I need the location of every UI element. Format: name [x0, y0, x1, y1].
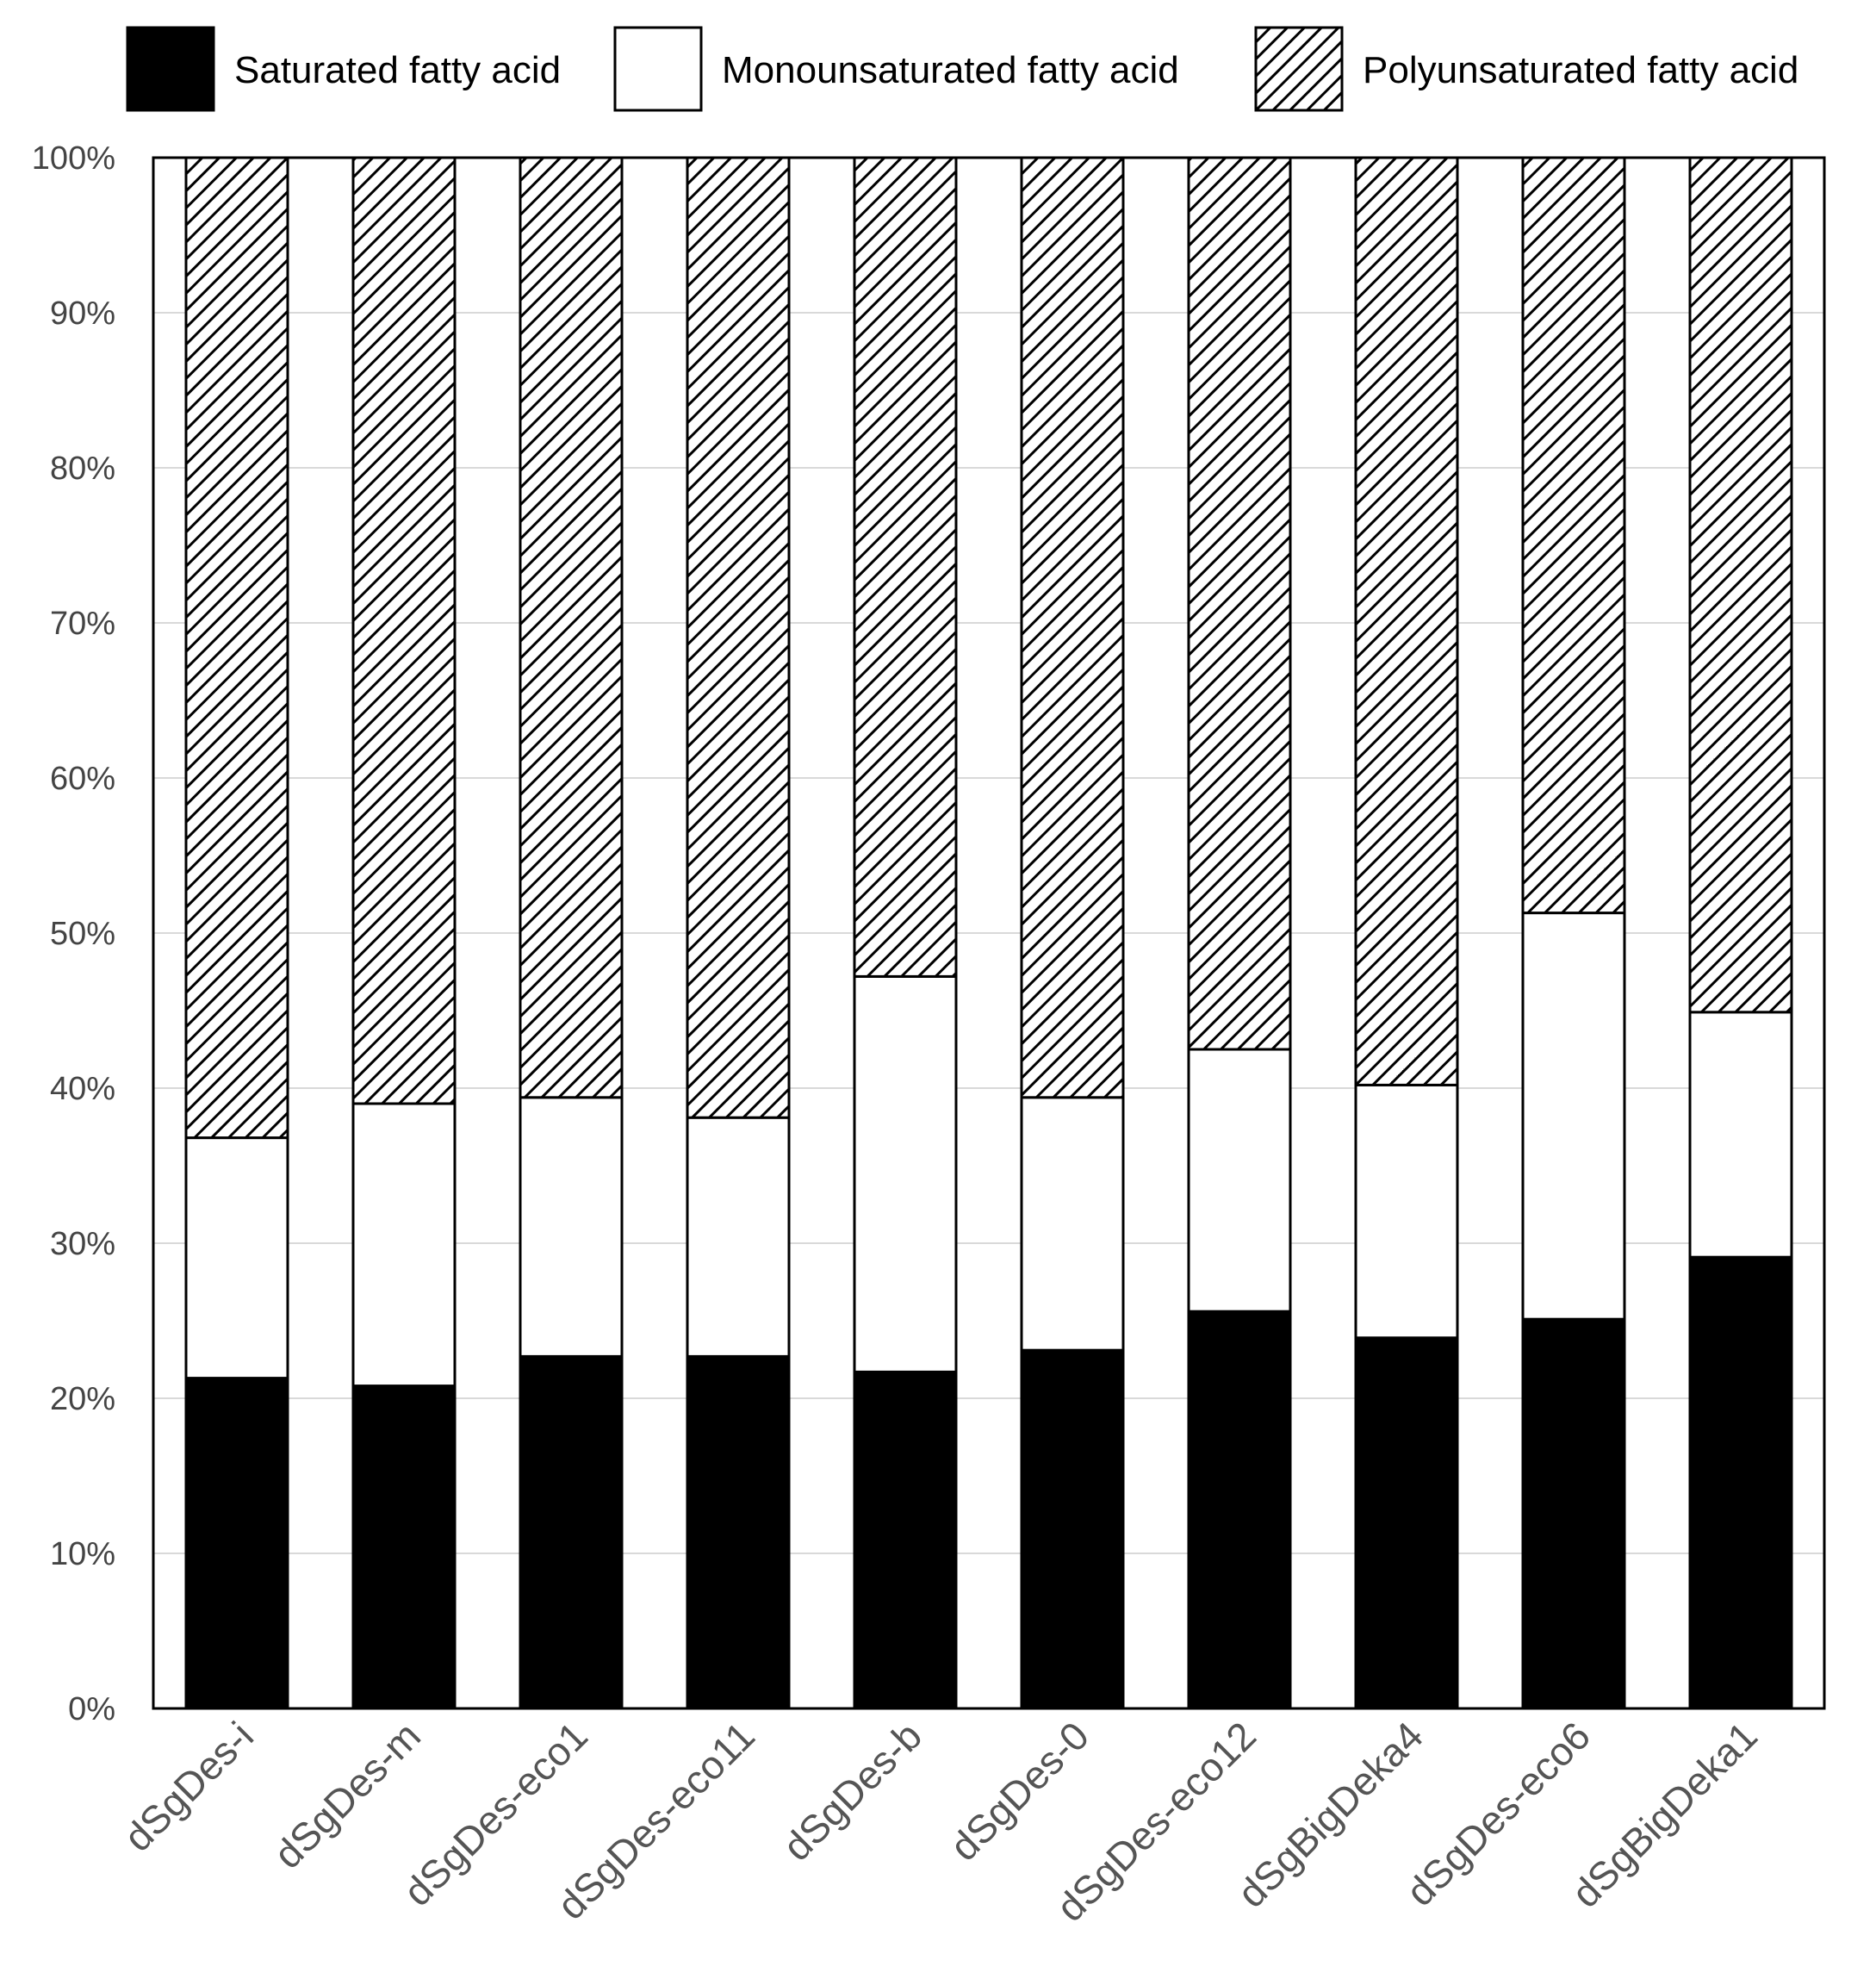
- bar-saturated-dSgDes-eco1: [519, 1354, 624, 1710]
- bar-saturated-dSgDes-i: [184, 1377, 289, 1710]
- legend-label: Saturated fatty acid: [234, 49, 561, 91]
- y-tick-label: 20%: [50, 1381, 115, 1417]
- bar-polyunsaturated-dSgBigDeka4: [1354, 156, 1459, 1086]
- bar-monounsaturated-dSgDes-eco1: [519, 1096, 624, 1358]
- bar-monounsaturated-dSgBigDeka1: [1688, 1011, 1793, 1259]
- y-tick-label: 70%: [50, 606, 115, 642]
- bar-polyunsaturated-dSgDes-0: [1020, 156, 1125, 1099]
- y-tick-label: 50%: [50, 916, 115, 952]
- y-tick-label: 30%: [50, 1226, 115, 1262]
- bar-monounsaturated-dSgDes-m: [351, 1102, 457, 1388]
- legend-swatch-monounsaturated: [613, 26, 703, 112]
- bar-polyunsaturated-dSgDes-eco6: [1521, 156, 1626, 915]
- bar-monounsaturated-dSgDes-eco11: [686, 1116, 791, 1358]
- bar-saturated-dSgDes-b: [853, 1370, 958, 1710]
- bar-saturated-dSgDes-eco6: [1521, 1317, 1626, 1710]
- y-tick-label: 10%: [50, 1536, 115, 1572]
- bar-monounsaturated-dSgDes-eco12: [1187, 1048, 1292, 1313]
- y-tick-label: 80%: [50, 451, 115, 487]
- legend-label: Polyunsaturated fatty acid: [1363, 49, 1798, 91]
- x-category-label: dSgDes-i: [115, 1713, 263, 1860]
- legend: Saturated fatty acid Monounsaturated fatt…: [126, 26, 1798, 112]
- legend-swatch-saturated: [126, 26, 215, 112]
- y-axis-ticks: 0% 10% 20% 30% 40% 50% 60% 70% 80% 90% 100%: [32, 140, 115, 1727]
- bars: [184, 156, 1793, 1710]
- y-tick-label: 40%: [50, 1071, 115, 1107]
- y-tick-label: 90%: [50, 296, 115, 332]
- bar-polyunsaturated-dSgDes-eco11: [686, 156, 791, 1119]
- bar-polyunsaturated-dSgDes-b: [853, 156, 958, 978]
- bar-monounsaturated-dSgDes-i: [184, 1136, 289, 1380]
- bar-polyunsaturated-dSgDes-i: [184, 156, 289, 1140]
- bar-saturated-dSgDes-eco12: [1187, 1310, 1292, 1710]
- bar-monounsaturated-dSgDes-eco6: [1521, 912, 1626, 1321]
- bar-polyunsaturated-dSgBigDeka1: [1688, 156, 1793, 1014]
- bar-saturated-dSgDes-0: [1020, 1348, 1125, 1710]
- bar-monounsaturated-dSgDes-b: [853, 974, 958, 1373]
- legend-swatch-polyunsaturated: [1254, 26, 1344, 112]
- bar-polyunsaturated-dSgDes-m: [351, 156, 457, 1105]
- bar-monounsaturated-dSgDes-0: [1020, 1096, 1125, 1352]
- bar-saturated-dSgBigDeka1: [1688, 1255, 1793, 1710]
- bar-monounsaturated-dSgBigDeka4: [1354, 1083, 1459, 1340]
- plot-frame: [152, 156, 1826, 1710]
- x-category-label: dSgDes-0: [941, 1713, 1097, 1869]
- x-category-label: dSgDes-m: [265, 1713, 429, 1876]
- bar-polyunsaturated-dSgDes-eco12: [1187, 156, 1292, 1051]
- y-tick-label: 0%: [68, 1691, 115, 1727]
- legend-label: Monounsaturated fatty acid: [722, 49, 1179, 91]
- bar-saturated-dSgBigDeka4: [1354, 1336, 1459, 1710]
- y-tick-label: 60%: [50, 761, 115, 797]
- y-tick-label: 100%: [32, 140, 115, 177]
- bar-polyunsaturated-dSgDes-eco1: [519, 156, 624, 1099]
- bar-saturated-dSgDes-m: [351, 1385, 457, 1710]
- bar-saturated-dSgDes-eco11: [686, 1354, 791, 1710]
- x-category-label: dSgDes-b: [774, 1713, 930, 1869]
